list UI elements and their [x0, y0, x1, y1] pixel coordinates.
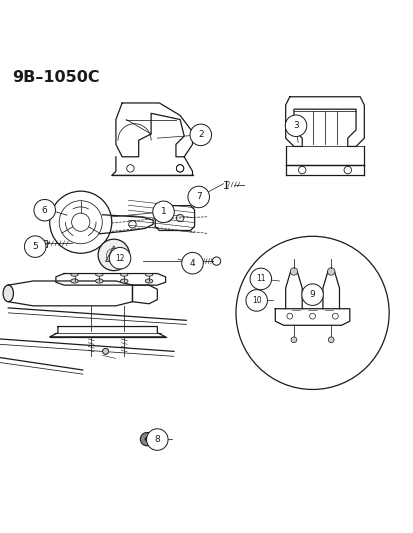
Circle shape: [290, 268, 297, 275]
Text: 5: 5: [32, 242, 38, 251]
Ellipse shape: [145, 273, 152, 276]
Circle shape: [98, 239, 129, 271]
Text: 11: 11: [256, 274, 265, 284]
Circle shape: [24, 236, 46, 257]
Circle shape: [38, 204, 50, 216]
Circle shape: [235, 236, 388, 390]
Text: 7: 7: [195, 192, 201, 201]
Text: 6: 6: [42, 206, 47, 215]
Text: 4: 4: [189, 259, 195, 268]
Circle shape: [327, 268, 334, 275]
Ellipse shape: [145, 279, 152, 283]
Circle shape: [245, 289, 267, 311]
Text: 9B–1050C: 9B–1050C: [12, 70, 100, 85]
Circle shape: [102, 349, 108, 354]
FancyBboxPatch shape: [40, 240, 47, 247]
Circle shape: [328, 337, 333, 343]
Text: 3: 3: [292, 121, 298, 130]
Text: 1: 1: [160, 207, 166, 216]
Circle shape: [140, 432, 153, 446]
Text: 8: 8: [154, 435, 160, 444]
Circle shape: [249, 268, 271, 289]
Circle shape: [145, 437, 149, 441]
Circle shape: [190, 124, 211, 146]
Text: 12: 12: [115, 254, 124, 263]
Ellipse shape: [95, 273, 103, 276]
Circle shape: [285, 115, 306, 136]
Circle shape: [181, 253, 203, 274]
Circle shape: [109, 247, 131, 269]
Circle shape: [290, 337, 296, 343]
Circle shape: [301, 284, 323, 305]
Text: 9: 9: [309, 290, 315, 299]
Text: 2: 2: [197, 131, 203, 139]
Circle shape: [102, 349, 108, 354]
Circle shape: [152, 201, 174, 223]
Text: 10: 10: [251, 296, 261, 305]
Ellipse shape: [120, 273, 128, 276]
Ellipse shape: [120, 279, 128, 283]
Ellipse shape: [3, 285, 13, 302]
Circle shape: [146, 429, 168, 450]
Ellipse shape: [95, 279, 103, 283]
Ellipse shape: [71, 273, 78, 276]
Ellipse shape: [71, 279, 78, 283]
Circle shape: [188, 186, 209, 208]
Circle shape: [102, 349, 108, 354]
Circle shape: [34, 199, 55, 221]
